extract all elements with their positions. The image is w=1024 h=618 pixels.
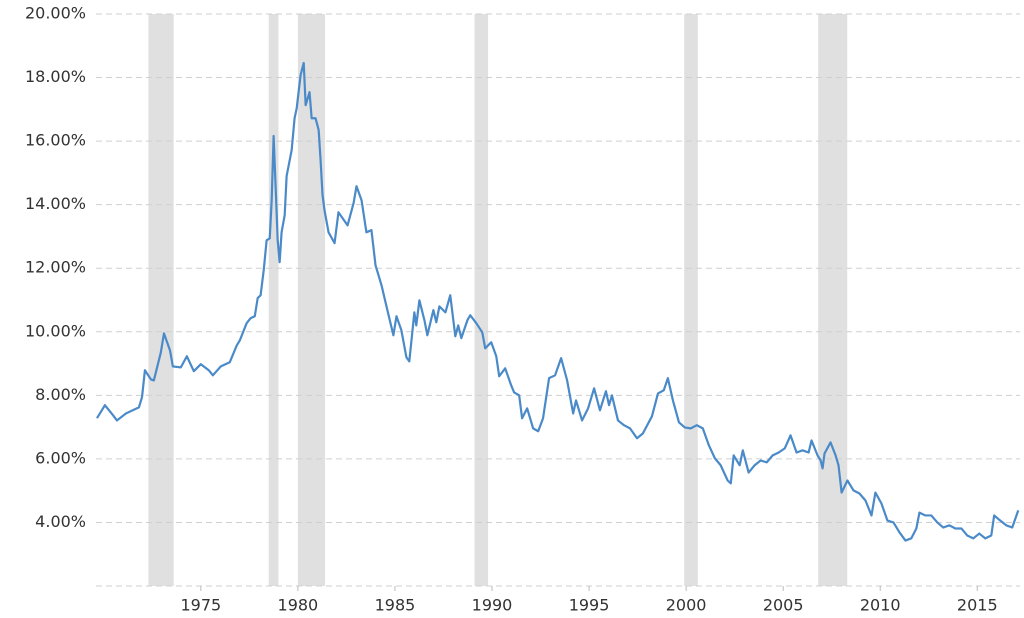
y-tick-label: 8.00% [35, 385, 86, 404]
recession-band [474, 14, 489, 586]
y-tick-label: 10.00% [25, 321, 86, 340]
x-tick-label: 1980 [278, 596, 319, 615]
x-tick-label: 2010 [860, 596, 901, 615]
x-tick-label: 1975 [180, 596, 221, 615]
rate-line [96, 61, 1020, 542]
x-tick-label: 2000 [666, 596, 707, 615]
y-tick-label: 12.00% [25, 258, 86, 277]
x-tick-label: 2015 [957, 596, 998, 615]
y-tick-label: 16.00% [25, 131, 86, 150]
x-tick-label: 1995 [569, 596, 610, 615]
recession-band [297, 14, 326, 586]
recession-band [268, 14, 279, 586]
recession-band [148, 14, 174, 586]
recession-band [818, 14, 848, 586]
y-tick-label: 6.00% [35, 448, 86, 467]
y-tick-label: 18.00% [25, 67, 86, 86]
y-tick-label: 20.00% [25, 4, 86, 23]
y-tick-label: 4.00% [35, 512, 86, 531]
x-tick-label: 1985 [375, 596, 416, 615]
recession-band [684, 14, 698, 586]
x-tick-label: 2005 [763, 596, 804, 615]
y-tick-label: 14.00% [25, 194, 86, 213]
x-tick-label: 1990 [472, 596, 513, 615]
